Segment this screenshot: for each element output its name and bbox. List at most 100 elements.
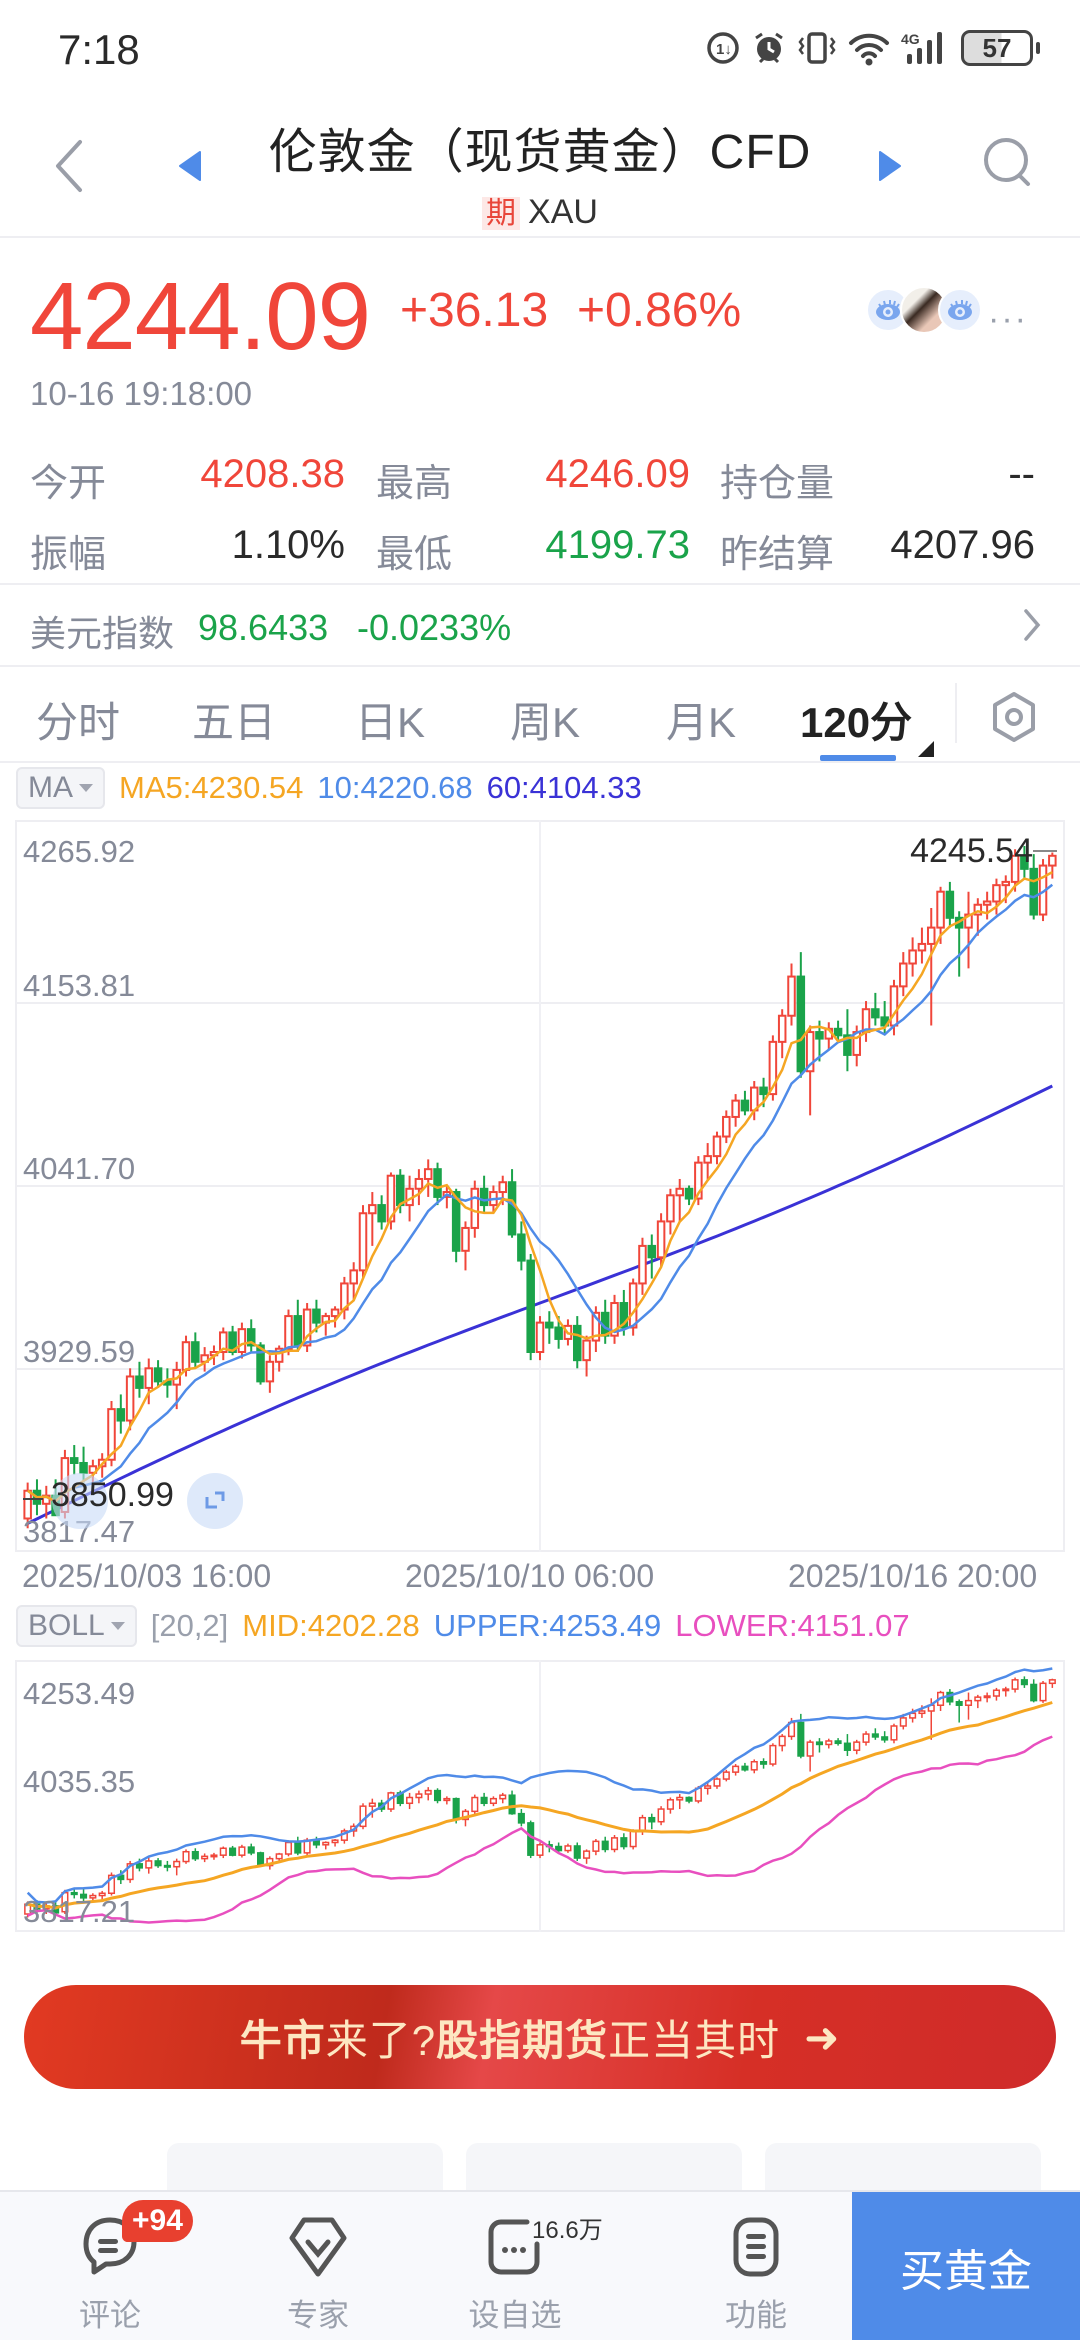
menu-icon: [733, 2217, 779, 2277]
banner-text-2: 来了?: [325, 2016, 437, 2064]
tab-weekly-k[interactable]: 周K: [510, 699, 581, 746]
max-price-marker: 4245.54: [910, 832, 1033, 870]
boll-mid: MID:4202.28: [242, 1608, 420, 1643]
nav-functions[interactable]: 功能: [686, 2192, 826, 2340]
vibrate-icon: [798, 32, 836, 64]
banner-text-4: 正当其时: [608, 2016, 781, 2064]
min-price-marker: 3850.99: [51, 1476, 174, 1514]
boll-upper: UPPER:4253.49: [433, 1608, 662, 1643]
symbol: XAU: [528, 193, 598, 231]
caret-down-icon: [79, 784, 93, 792]
ma-selector-label: MA: [28, 771, 73, 804]
nav-expert-label: 专家: [287, 2298, 349, 2333]
stat-value-low: 4199.73: [545, 523, 690, 567]
ma60-value: 60:4104.33: [486, 770, 642, 805]
watchlist-count: 16.6万: [532, 2217, 603, 2244]
arrow-right-icon: ➜: [804, 2013, 841, 2061]
min-marker-line: [23, 1498, 43, 1500]
y-label-top: 4265.92: [23, 834, 136, 869]
boll-chart[interactable]: 4253.49 4035.35 3817.21: [15, 1660, 1065, 1932]
back-chevron-icon[interactable]: [50, 138, 90, 194]
boll-y-bottom: 3817.21: [23, 1894, 136, 1929]
y-label-3: 4041.70: [23, 1151, 136, 1186]
weibo-eye-icon: [938, 288, 982, 332]
fullscreen-button[interactable]: [187, 1473, 243, 1529]
buy-gold-button[interactable]: 买黄金: [852, 2192, 1080, 2340]
next-triangle-icon[interactable]: [878, 150, 902, 182]
dollar-index-value: 98.6433: [198, 607, 329, 648]
tab-monthly-k[interactable]: 月K: [666, 699, 737, 746]
boll-lower: LOWER:4151.07: [675, 1608, 910, 1643]
x-label-start: 2025/10/03 16:00: [22, 1558, 272, 1594]
divider: [955, 683, 957, 743]
dropdown-corner-icon: [918, 741, 934, 757]
quote-timestamp: 10-16 19:18:00: [30, 375, 253, 412]
comment-count-badge: +94: [122, 2200, 193, 2242]
alarm-icon: [755, 32, 783, 64]
expand-icon: [205, 1491, 225, 1509]
more-options-icon[interactable]: ···: [988, 300, 1028, 338]
promo-banner[interactable]: 牛市 来了? 股指期货 正当其时 ➜: [24, 1985, 1056, 2089]
svg-text:1↓: 1↓: [716, 41, 732, 58]
tab-intraday[interactable]: 分时: [36, 699, 121, 746]
dollar-index-label: 美元指数: [30, 613, 175, 654]
stat-value-open: 4208.38: [200, 452, 345, 496]
x-label-mid: 2025/10/10 06:00: [405, 1558, 655, 1594]
nav-add-watchlist-label: 设自选: [468, 2298, 562, 2333]
tab-five-day[interactable]: 五日: [192, 699, 277, 746]
header: 伦敦金（现货黄金）CFD 期 XAU: [0, 90, 1080, 238]
dollar-index-change: -0.0233%: [357, 607, 512, 648]
ma5-value: MA5:4230.54: [119, 770, 304, 805]
boll-y-top: 4253.49: [23, 1676, 136, 1711]
stat-value-open-interest: --: [1008, 452, 1035, 496]
data-saver-icon: 1↓: [707, 32, 739, 64]
kline-chart[interactable]: 4265.92 4153.81 4041.70 3929.59 3817.47 …: [15, 820, 1065, 1552]
banner-text-1: 牛市: [239, 2016, 326, 2064]
last-price: 4244.09: [30, 263, 371, 370]
chevron-right-icon: [1024, 609, 1041, 641]
dollar-index-row[interactable]: 美元指数 98.6433 -0.0233%: [0, 583, 1080, 667]
stat-label-amplitude: 振幅: [30, 534, 107, 576]
stat-value-prev-settle: 4207.96: [890, 523, 1035, 567]
page-title: 伦敦金（现货黄金）CFD: [268, 126, 812, 179]
prev-triangle-icon[interactable]: [178, 150, 202, 182]
price-change-pct: +0.86%: [577, 284, 742, 337]
stat-label-prev-settle: 昨结算: [720, 534, 835, 576]
x-label-end: 2025/10/16 20:00: [788, 1558, 1038, 1594]
boll-plot: [24, 1660, 1056, 1932]
period-tabs: 分时 五日 日K 周K 月K 120分: [0, 667, 1080, 763]
ma-indicator-selector[interactable]: MA: [16, 767, 105, 809]
collapse-icon[interactable]: [52, 1473, 108, 1529]
futures-tag: 期: [482, 197, 521, 230]
status-icons: 1↓ 4G 57: [705, 30, 1040, 66]
stat-value-high: 4246.09: [545, 452, 690, 496]
nav-expert[interactable]: 专家: [248, 2192, 388, 2340]
boll-y-mid: 4035.35: [23, 1764, 136, 1799]
bottom-nav: 评论 +94 专家 设自选 16.6万 功能 买黄金: [0, 2190, 1080, 2340]
tab-120min[interactable]: 120分: [800, 699, 913, 746]
stat-value-amplitude: 1.10%: [231, 523, 345, 567]
nav-functions-label: 功能: [725, 2298, 787, 2333]
search-icon[interactable]: [980, 134, 1036, 190]
nav-add-watchlist[interactable]: 设自选: [445, 2192, 585, 2340]
nav-comment-label: 评论: [79, 2298, 141, 2333]
wifi-icon: [849, 33, 889, 66]
stat-label-open: 今开: [30, 463, 107, 505]
gear-icon[interactable]: [990, 691, 1038, 743]
y-label-4: 3929.59: [23, 1334, 136, 1369]
add-watchlist-icon: [488, 2219, 540, 2275]
active-tab-indicator: [820, 755, 896, 761]
tab-daily-k[interactable]: 日K: [355, 699, 426, 746]
caret-down-icon: [110, 1622, 125, 1630]
kline-plot: [15, 820, 1065, 1552]
4g-signal-icon: 4G: [901, 31, 942, 64]
ma10-value: 10:4220.68: [317, 770, 473, 805]
price-change: +36.13: [400, 284, 549, 337]
stat-label-low: 最低: [376, 534, 453, 576]
y-label-2: 4153.81: [23, 968, 136, 1003]
stat-label-high: 最高: [376, 463, 453, 505]
follower-avatars[interactable]: [866, 286, 982, 334]
svg-text:4G: 4G: [901, 31, 920, 47]
expert-diamond-icon: [289, 2217, 347, 2277]
boll-indicator-selector[interactable]: BOLL: [16, 1605, 137, 1647]
